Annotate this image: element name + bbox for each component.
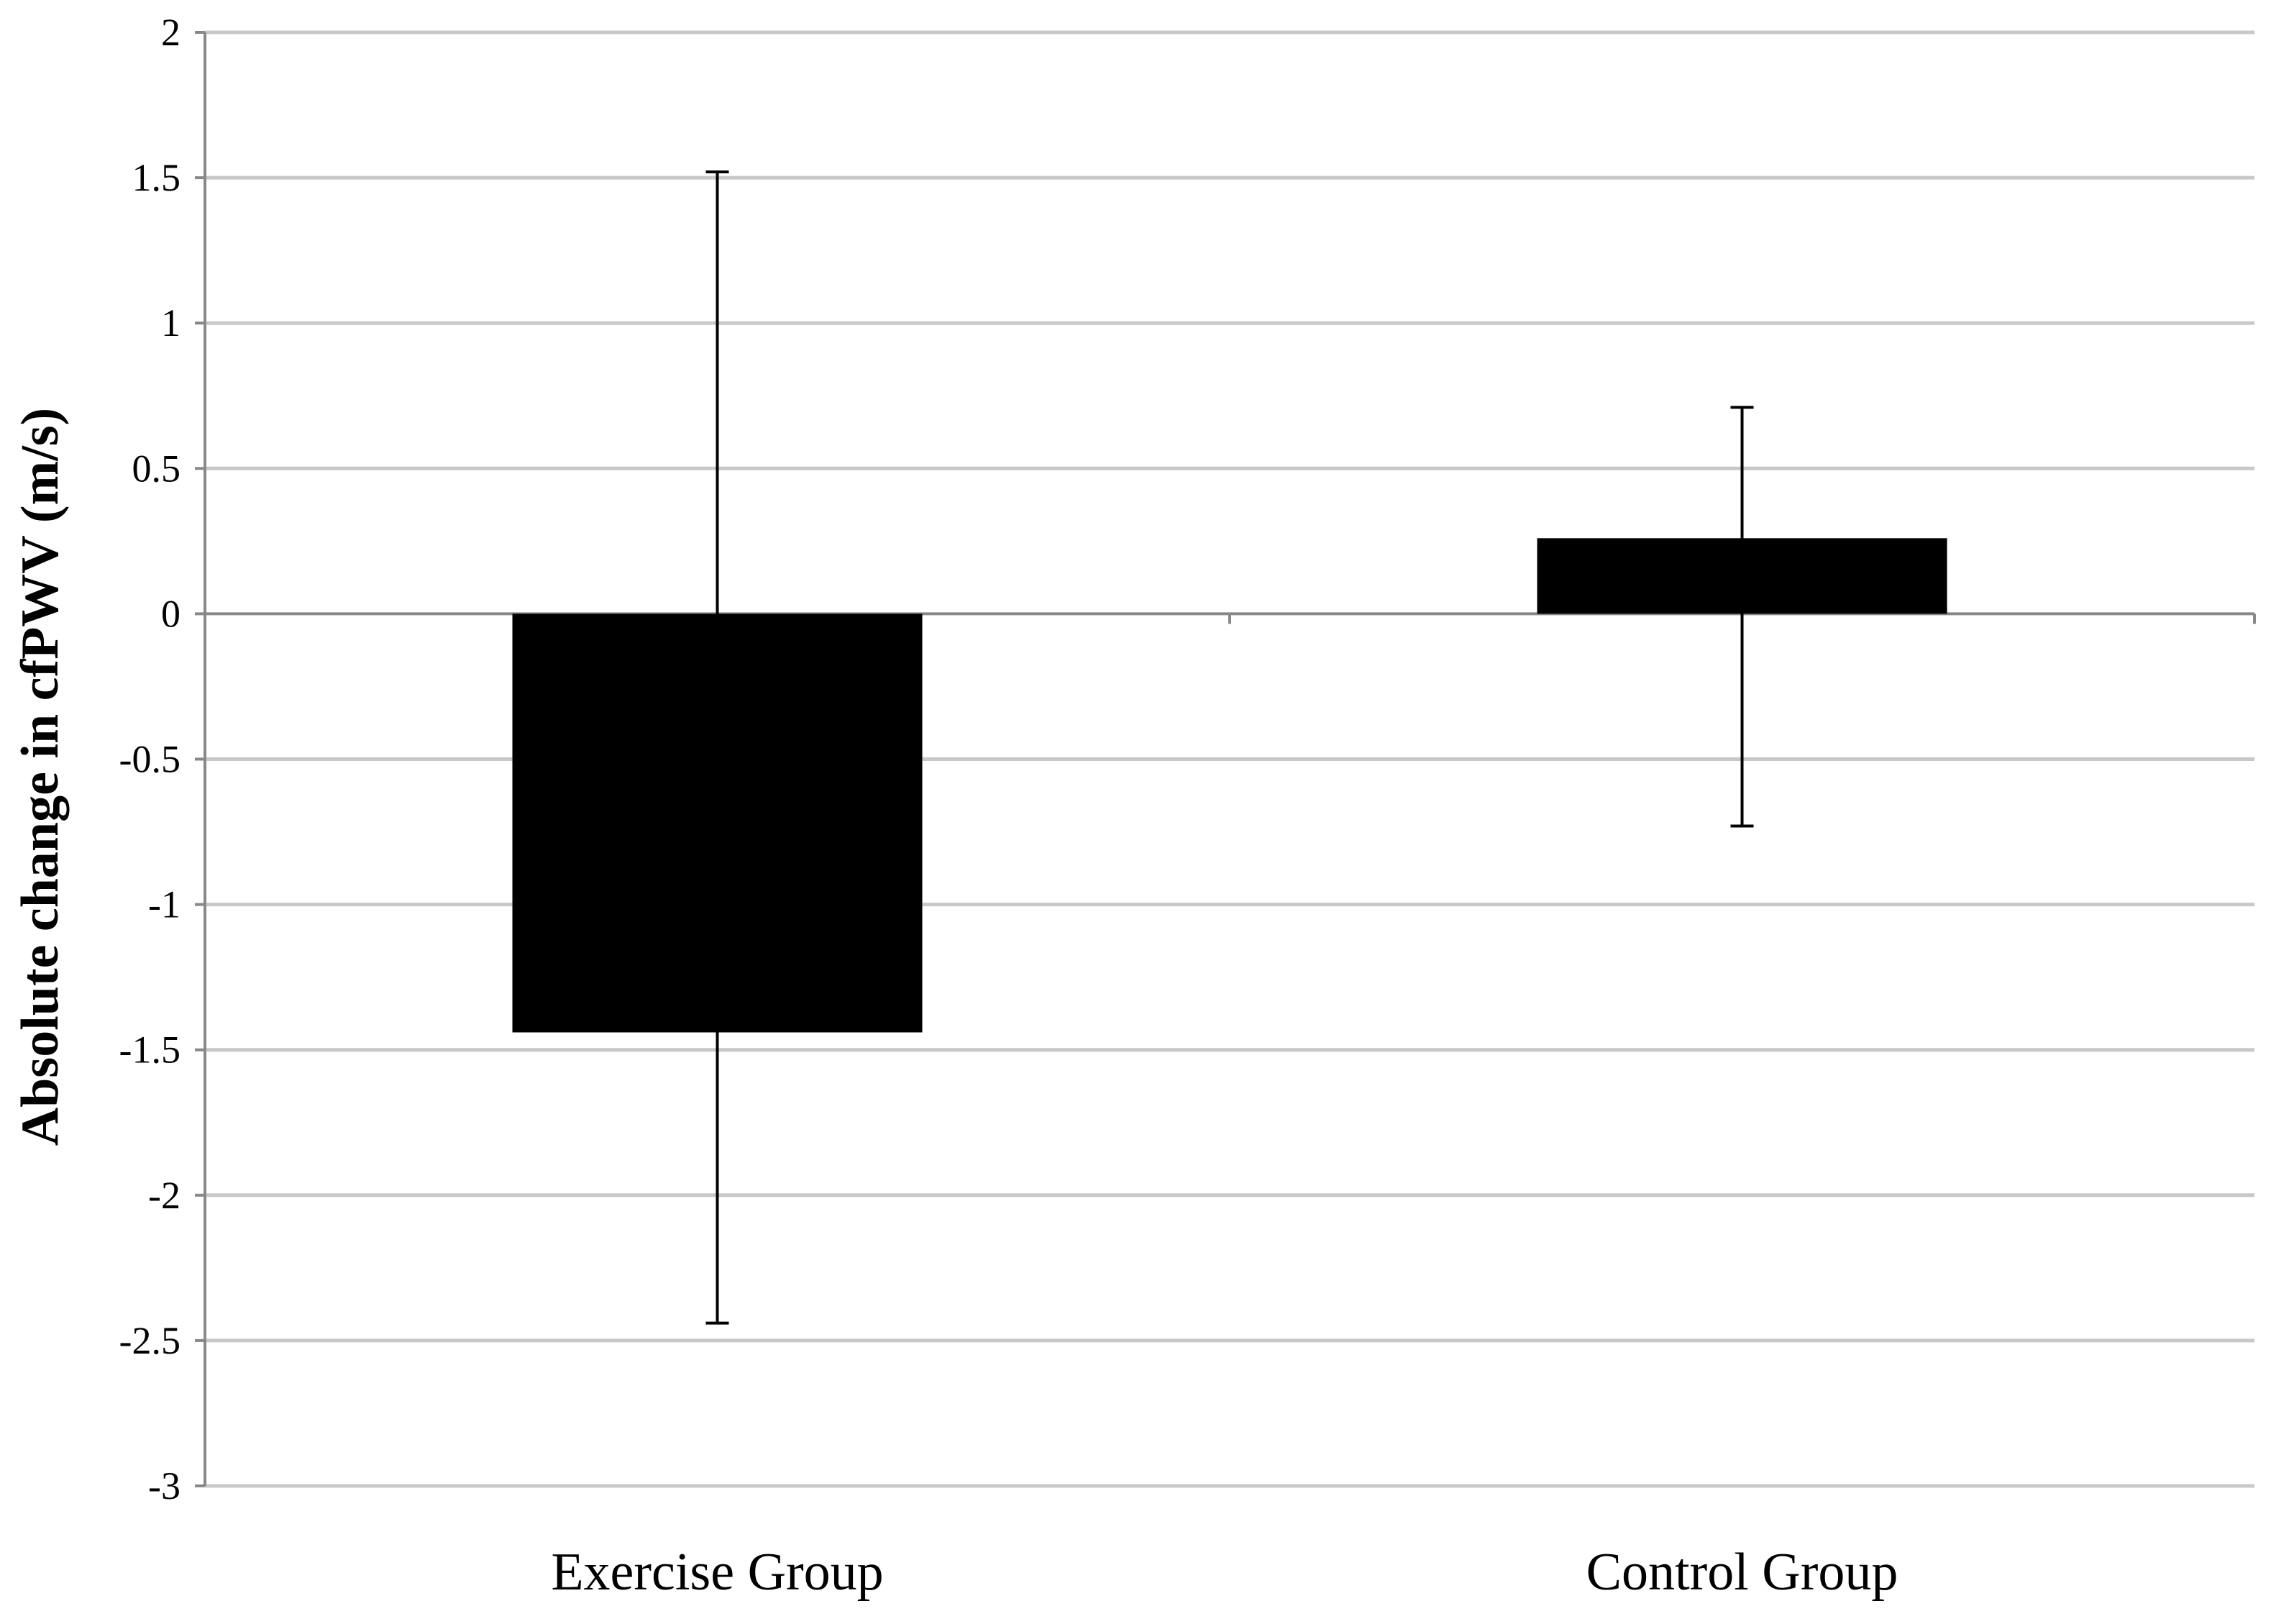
y-tick-label: -3: [148, 1464, 181, 1507]
y-tick-label: 0: [161, 592, 181, 635]
y-tick-label: -1: [148, 883, 181, 926]
y-tick-label: -2.5: [119, 1319, 181, 1362]
y-axis-title: Absolute change in cfPWV (m/s): [11, 408, 70, 1146]
y-tick-label: 1.5: [132, 156, 181, 199]
x-tick-label: Exercise Group: [551, 1543, 883, 1602]
y-tick-label: 2: [161, 11, 181, 54]
y-tick-label: -2: [148, 1174, 181, 1217]
error-bars: [705, 170, 1754, 1325]
y-tick-label: -0.5: [119, 738, 181, 781]
y-tick-label: -1.5: [119, 1028, 181, 1072]
bars: [512, 538, 1947, 1033]
y-tick-label: 1: [161, 301, 181, 345]
y-tick-label: 0.5: [132, 447, 181, 490]
x-tick-label: Control Group: [1586, 1543, 1898, 1602]
labels: 2 1.5 1 0.5 0 -0.5 -1 -1.5 -2 -2.5 -3 Exercise Grou…: [119, 11, 1898, 1602]
